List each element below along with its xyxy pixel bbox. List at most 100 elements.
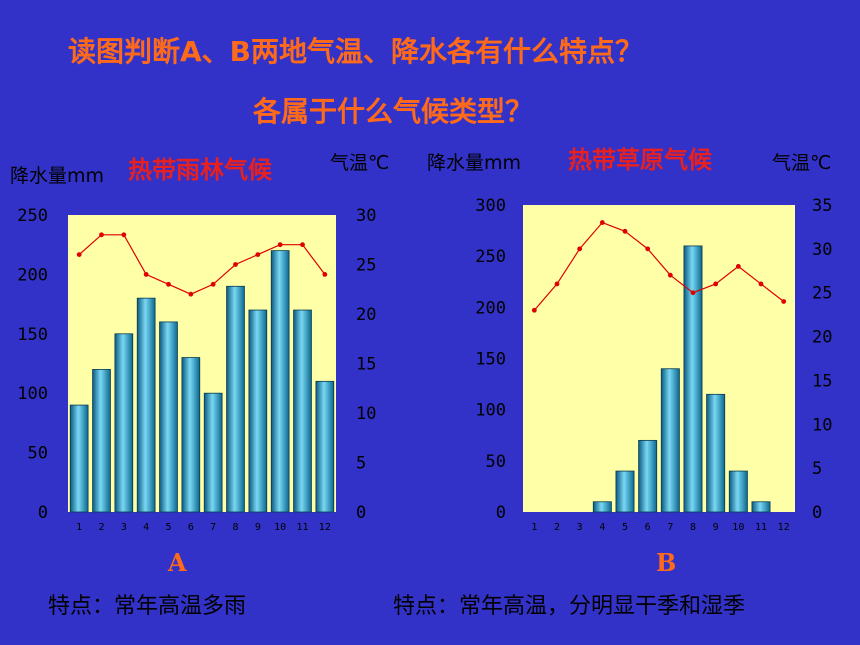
chart-b-month-6: 6 bbox=[645, 522, 651, 533]
chart-b-temperature-line bbox=[533, 221, 785, 311]
chart-a-temp-point-11 bbox=[300, 242, 305, 248]
chart-b-right-tick-30: 30 bbox=[812, 240, 832, 260]
chart-a-month-11: 11 bbox=[296, 522, 308, 533]
chart-a-label: A bbox=[168, 548, 187, 577]
chart-a-left-tick-0: 0 bbox=[38, 503, 48, 523]
chart-b-month-2: 2 bbox=[554, 522, 560, 533]
chart-a-temp-point-10 bbox=[277, 242, 283, 248]
chart-b-title: 热带草原气候 bbox=[568, 146, 712, 174]
chart-b-bar-5 bbox=[615, 470, 635, 513]
chart-b-right-tick-35: 35 bbox=[812, 196, 832, 216]
chart-b-bar-7 bbox=[660, 368, 680, 513]
chart-b-temp-point-3 bbox=[577, 246, 583, 252]
chart-b-month-10: 10 bbox=[732, 522, 744, 533]
chart-b-month-9: 9 bbox=[713, 522, 719, 533]
chart-b-bar-11 bbox=[751, 501, 771, 513]
chart-a-bar-3 bbox=[114, 333, 134, 513]
chart-b-right-axis-label: 气温℃ bbox=[772, 152, 832, 174]
chart-a-temp-point-7 bbox=[210, 281, 216, 287]
chart-a-month-8: 8 bbox=[232, 522, 238, 533]
chart-a-month-10: 10 bbox=[274, 522, 286, 533]
chart-a-month-12: 12 bbox=[319, 522, 331, 533]
chart-b-month-4: 4 bbox=[599, 522, 605, 533]
chart-a-bar-9 bbox=[248, 309, 268, 513]
question-line-2: 各属于什么气候类型？ bbox=[253, 95, 534, 128]
chart-a-right-tick-15: 15 bbox=[356, 355, 376, 375]
chart-a-left-tick-100: 100 bbox=[17, 384, 48, 404]
chart-b-month-1: 1 bbox=[531, 522, 537, 533]
chart-a-month-4: 4 bbox=[143, 522, 149, 533]
chart-a-feature: 特点：常年高温多雨 bbox=[48, 594, 247, 619]
chart-a-left-tick-150: 150 bbox=[17, 325, 48, 345]
chart-b-left-tick-200: 200 bbox=[475, 298, 506, 318]
chart-b-right-tick-25: 25 bbox=[812, 284, 832, 304]
chart-b-month-8: 8 bbox=[690, 522, 696, 533]
chart-a-left-tick-200: 200 bbox=[17, 265, 48, 285]
chart-b-left-tick-300: 300 bbox=[475, 196, 506, 216]
chart-a-right-axis-label: 气温℃ bbox=[330, 152, 390, 174]
chart-b-temp-point-11 bbox=[758, 281, 764, 287]
chart-a-bar-6 bbox=[181, 357, 201, 513]
chart-a-temp-point-1 bbox=[76, 252, 82, 257]
chart-a-month-1: 1 bbox=[76, 522, 82, 533]
chart-b-left-axis-label: 降水量mm bbox=[427, 152, 522, 174]
chart-a-bar-8 bbox=[226, 285, 245, 513]
chart-b-feature: 特点：常年高温，分明显干季和湿季 bbox=[393, 594, 746, 619]
chart-b-month-3: 3 bbox=[577, 522, 583, 533]
chart-b-month-12: 12 bbox=[778, 522, 790, 533]
chart-a-right-tick-0: 0 bbox=[356, 503, 366, 523]
chart-a-month-2: 2 bbox=[98, 522, 104, 533]
chart-b-bar-9 bbox=[706, 393, 726, 513]
chart-b-bar-8 bbox=[683, 245, 703, 513]
chart-b-temp-point-8 bbox=[690, 290, 696, 296]
chart-a-bar-7 bbox=[203, 392, 223, 513]
chart-b-right-tick-10: 10 bbox=[812, 415, 832, 435]
chart-b-month-7: 7 bbox=[667, 522, 673, 533]
chart-b-temp-point-12 bbox=[781, 299, 787, 304]
chart-a-right-tick-20: 20 bbox=[356, 305, 376, 325]
chart-b-right-tick-20: 20 bbox=[812, 328, 832, 348]
chart-a-temp-point-9 bbox=[255, 252, 261, 257]
chart-a-temp-point-5 bbox=[166, 281, 171, 287]
chart-a-bar-1 bbox=[69, 404, 89, 513]
chart-a-month-9: 9 bbox=[255, 522, 261, 533]
chart-a-temperature-line bbox=[78, 234, 326, 295]
chart-a-temp-point-3 bbox=[121, 232, 127, 238]
chart-a-month-5: 5 bbox=[165, 522, 171, 533]
chart-b-right-tick-15: 15 bbox=[812, 371, 832, 391]
chart-a-bar-11 bbox=[293, 309, 312, 513]
chart-b-left-tick-150: 150 bbox=[475, 350, 506, 370]
chart-b-bar-10 bbox=[728, 470, 748, 513]
chart-a-bar-4 bbox=[136, 297, 156, 513]
chart-a-right-tick-10: 10 bbox=[356, 404, 376, 424]
chart-a-bar-12 bbox=[315, 380, 335, 513]
chart-a-bar-2 bbox=[92, 369, 111, 513]
question-line-1: 读图判断A、B两地气温、降水各有什么特点？ bbox=[68, 35, 644, 68]
chart-b-label: B bbox=[656, 548, 677, 577]
chart-a-left-tick-250: 250 bbox=[17, 206, 48, 226]
chart-b-bar-4 bbox=[592, 501, 612, 513]
chart-b-bar-6 bbox=[638, 439, 658, 513]
chart-b-left-tick-0: 0 bbox=[496, 503, 506, 523]
chart-a-month-7: 7 bbox=[210, 522, 216, 533]
chart-a-month-6: 6 bbox=[188, 522, 194, 533]
chart-b-temp-point-9 bbox=[713, 281, 719, 287]
chart-a-title: 热带雨林气候 bbox=[128, 156, 272, 184]
chart-b-month-5: 5 bbox=[622, 522, 628, 533]
chart-b-temp-point-4 bbox=[599, 220, 605, 225]
chart-b-temp-point-7 bbox=[667, 272, 673, 278]
chart-b-temp-point-1 bbox=[531, 307, 537, 313]
chart-b-temp-point-6 bbox=[645, 246, 651, 252]
chart-a-bar-5 bbox=[159, 321, 178, 513]
chart-b-left-tick-50: 50 bbox=[486, 452, 506, 472]
chart-b-temp-point-10 bbox=[735, 264, 741, 269]
chart-a-temp-point-4 bbox=[143, 272, 149, 277]
chart-a-temp-point-8 bbox=[233, 262, 238, 267]
chart-a-month-3: 3 bbox=[121, 522, 127, 533]
chart-b-right-tick-5: 5 bbox=[812, 459, 822, 479]
chart-b-left-tick-100: 100 bbox=[475, 401, 506, 421]
chart-b-month-11: 11 bbox=[755, 522, 767, 533]
